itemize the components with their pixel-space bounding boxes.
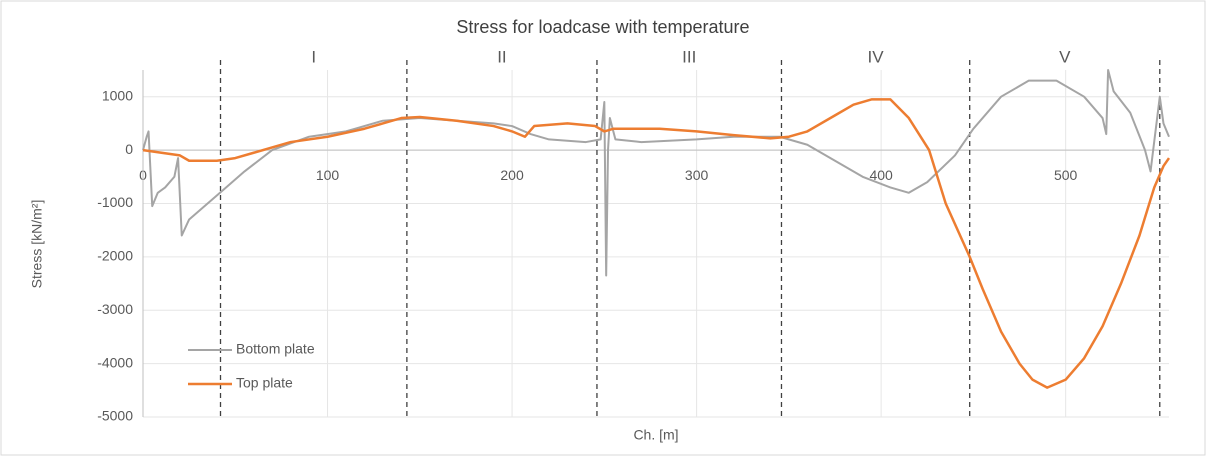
y-tick-label: -4000 xyxy=(97,354,133,370)
series-line xyxy=(142,69,1170,277)
x-tick-label: 400 xyxy=(869,167,893,183)
section-label: II xyxy=(497,47,506,66)
section-label: V xyxy=(1059,47,1071,66)
legend-label: Top plate xyxy=(236,375,293,391)
y-tick-label: 1000 xyxy=(102,87,133,103)
section-label: IV xyxy=(868,47,885,66)
y-tick-label: -3000 xyxy=(97,301,133,317)
y-tick-label: 0 xyxy=(125,141,133,157)
y-tick-label: -2000 xyxy=(97,248,133,264)
y-tick-label: -5000 xyxy=(97,408,133,424)
y-axis-label: Stress [kN/m²] xyxy=(29,200,45,289)
series-line xyxy=(142,98,1171,389)
section-label: I xyxy=(311,47,316,66)
section-label: III xyxy=(682,47,696,66)
chart-title: Stress for loadcase with temperature xyxy=(456,17,749,37)
y-tick-label: -1000 xyxy=(97,194,133,210)
x-tick-label: 300 xyxy=(685,167,709,183)
x-tick-label: 100 xyxy=(316,167,340,183)
x-tick-label: 200 xyxy=(500,167,524,183)
legend-label: Bottom plate xyxy=(236,341,315,357)
x-tick-label: 500 xyxy=(1054,167,1078,183)
x-axis-label: Ch. [m] xyxy=(633,427,678,443)
